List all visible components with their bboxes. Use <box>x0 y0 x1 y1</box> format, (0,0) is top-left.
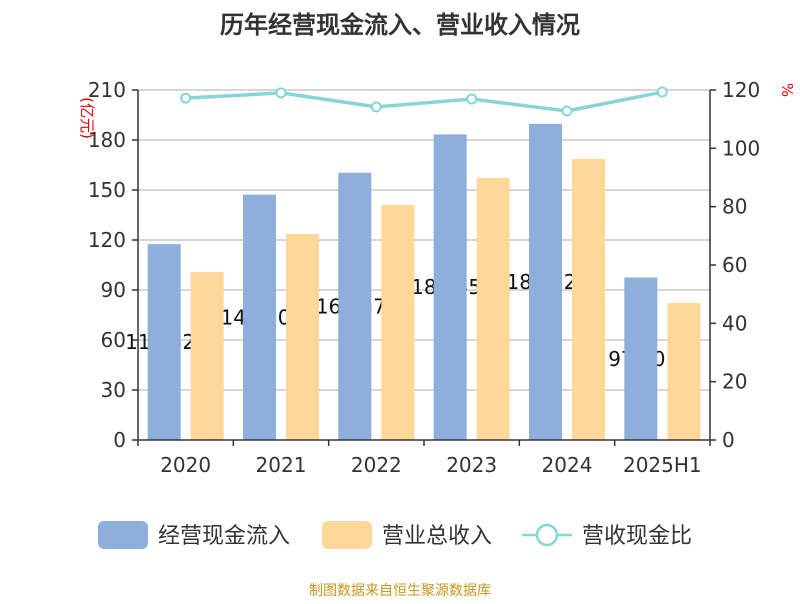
y-right-tick-label: 120 <box>722 78 760 102</box>
legend-swatch <box>322 521 372 549</box>
line-point <box>466 93 478 105</box>
y-axis-left-label: (亿元) <box>78 97 96 139</box>
bar-revenue <box>286 234 319 440</box>
x-tick-label: 2021 <box>256 453 307 477</box>
x-tick-label: 2022 <box>351 453 402 477</box>
bar-cash-inflow <box>433 134 467 440</box>
x-tick-label: 2020 <box>160 453 211 477</box>
source-note: 制图数据来自恒生聚源数据库 <box>309 583 491 599</box>
y-right-tick-label: 60 <box>722 253 747 277</box>
y-axis-right-label: % <box>778 83 796 97</box>
y-left-tick-label: 150 <box>88 178 126 202</box>
line-point <box>370 101 382 113</box>
y-left-tick-label: 30 <box>101 378 126 402</box>
legend-label[interactable]: 营收现金比 <box>582 524 692 549</box>
y-left-tick-label: 180 <box>88 128 126 152</box>
bar-revenue <box>572 159 605 440</box>
bar-cash-inflow <box>338 172 372 440</box>
legend-swatch <box>98 521 148 549</box>
bar-revenue <box>190 272 224 440</box>
bar-cash-inflow <box>624 277 658 440</box>
y-right-tick-label: 100 <box>722 136 760 160</box>
y-right-tick-label: 40 <box>722 311 747 335</box>
y-right-tick-label: 20 <box>722 370 747 394</box>
line-point <box>656 86 668 98</box>
legend-label[interactable]: 营业总收入 <box>382 524 492 549</box>
x-tick-label: 2024 <box>542 453 593 477</box>
y-left-tick-label: 60 <box>101 328 126 352</box>
y-right-tick-label: 0 <box>722 428 735 452</box>
y-right-tick-label: 80 <box>722 195 747 219</box>
y-left-tick-label: 0 <box>113 428 126 452</box>
legend-marker <box>535 523 559 547</box>
y-left-tick-label: 90 <box>101 278 126 302</box>
x-tick-label: 2025H1 <box>623 453 702 477</box>
bar-revenue <box>476 178 510 440</box>
bar-cash-inflow <box>243 194 276 440</box>
bar-cash-inflow <box>529 123 562 441</box>
line-point <box>561 105 573 117</box>
line-ratio <box>185 90 663 113</box>
y-left-tick-label: 210 <box>88 78 126 102</box>
x-tick-label: 2023 <box>446 453 497 477</box>
bar-cash-inflow <box>147 244 181 440</box>
y-left-tick-label: 120 <box>88 228 126 252</box>
legend-label[interactable]: 经营现金流入 <box>158 524 290 549</box>
bar-revenue <box>381 205 415 440</box>
chart-title: 历年经营现金流入、营业收入情况 <box>220 11 580 39</box>
bar-revenue <box>667 303 701 440</box>
line-point <box>180 92 192 104</box>
line-point <box>275 87 287 99</box>
